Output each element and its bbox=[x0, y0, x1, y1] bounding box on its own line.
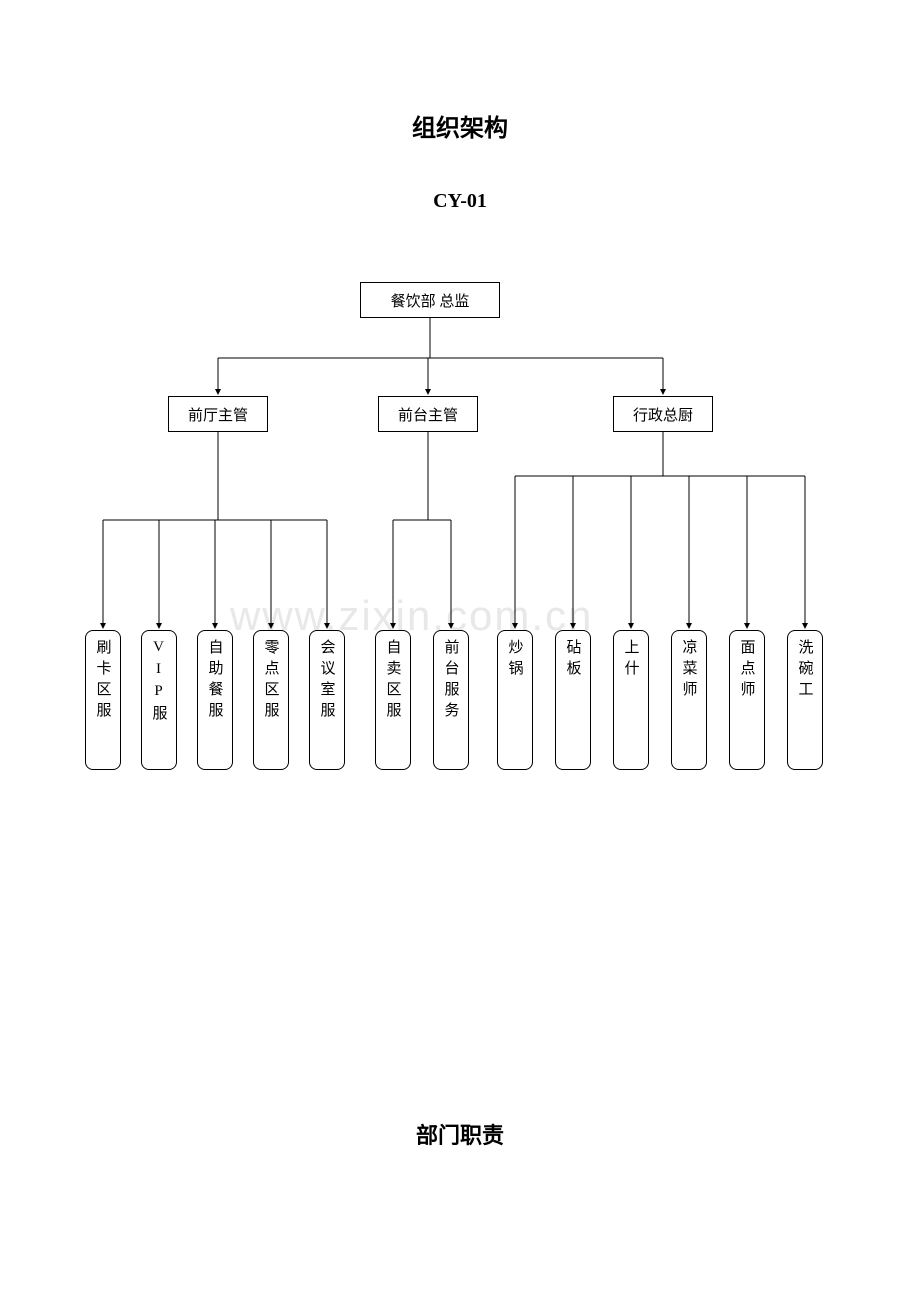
org-leaf-node: 自卖区服 bbox=[375, 630, 411, 770]
org-root-node: 餐饮部 总监 bbox=[360, 282, 500, 318]
org-leaf-label: 前台服务 bbox=[441, 639, 462, 723]
org-leaf-node: 砧板 bbox=[555, 630, 591, 770]
org-leaf-label: 炒锅 bbox=[505, 639, 526, 681]
org-level2-node: 行政总厨 bbox=[613, 396, 713, 432]
footer-title: 部门职责 bbox=[0, 1118, 920, 1150]
org-leaf-node: 面点师 bbox=[729, 630, 765, 770]
org-leaf-label: 自助餐服 bbox=[205, 639, 226, 723]
org-leaf-node: 洗碗工 bbox=[787, 630, 823, 770]
org-leaf-node: 凉菜师 bbox=[671, 630, 707, 770]
org-leaf-node: 会议室服 bbox=[309, 630, 345, 770]
org-leaf-label: VIP服 bbox=[149, 639, 170, 726]
org-level2-label: 前厅主管 bbox=[188, 404, 248, 425]
org-leaf-node: 零点区服 bbox=[253, 630, 289, 770]
org-leaf-label: 洗碗工 bbox=[795, 639, 816, 702]
org-leaf-node: 上什 bbox=[613, 630, 649, 770]
page-title: 组织架构 bbox=[0, 108, 920, 143]
org-leaf-label: 凉菜师 bbox=[679, 639, 700, 702]
org-level2-label: 前台主管 bbox=[398, 404, 458, 425]
org-leaf-label: 自卖区服 bbox=[383, 639, 404, 723]
org-leaf-node: 前台服务 bbox=[433, 630, 469, 770]
org-leaf-node: 刷卡区服 bbox=[85, 630, 121, 770]
org-leaf-label: 砧板 bbox=[563, 639, 584, 681]
org-level2-node: 前厅主管 bbox=[168, 396, 268, 432]
org-level2-label: 行政总厨 bbox=[633, 404, 693, 425]
org-leaf-label: 会议室服 bbox=[317, 639, 338, 723]
page-code: CY-01 bbox=[0, 190, 920, 213]
org-leaf-label: 零点区服 bbox=[261, 639, 282, 723]
org-leaf-label: 面点师 bbox=[737, 639, 758, 702]
org-root-label: 餐饮部 总监 bbox=[391, 290, 470, 311]
org-level2-node: 前台主管 bbox=[378, 396, 478, 432]
org-leaf-node: 炒锅 bbox=[497, 630, 533, 770]
org-leaf-label: 刷卡区服 bbox=[93, 639, 114, 723]
org-leaf-node: VIP服 bbox=[141, 630, 177, 770]
org-leaf-node: 自助餐服 bbox=[197, 630, 233, 770]
org-leaf-label: 上什 bbox=[621, 639, 642, 681]
